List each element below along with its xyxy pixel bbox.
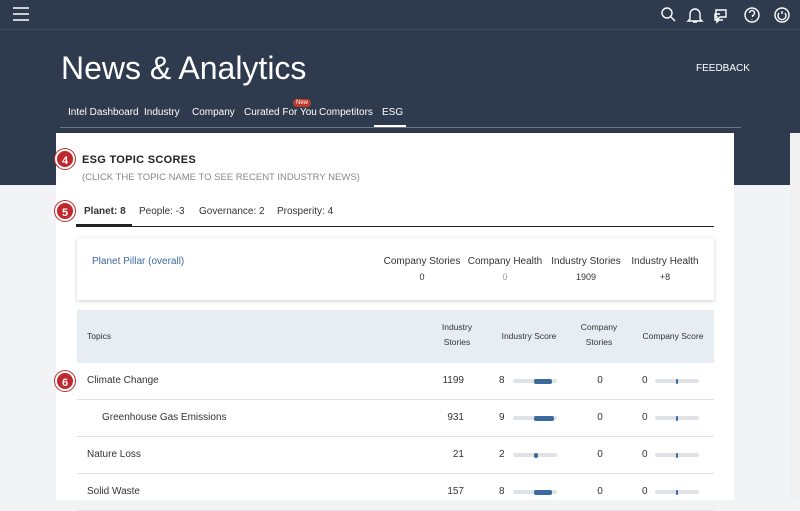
company-stories: 0 — [597, 375, 603, 386]
new-badge: New — [293, 99, 312, 107]
summary-header: Industry Stories — [551, 256, 621, 267]
summary-header: Company Health — [467, 256, 543, 267]
nav-divider — [60, 127, 741, 128]
summary-header: Industry Health — [631, 256, 699, 267]
summary-value: 1909 — [575, 272, 597, 282]
industry-score: 2 — [499, 449, 505, 460]
annotation-badge: 5 — [55, 201, 75, 221]
column-header: Industry Score — [501, 331, 557, 341]
annotation-badge: 6 — [55, 371, 75, 391]
topic-link[interactable]: Greenhouse Gas Emissions — [102, 412, 227, 423]
tab-label: People: — [139, 206, 173, 217]
company-stories: 0 — [597, 412, 603, 423]
column-header: Topics — [87, 331, 112, 341]
tab-score: 4 — [327, 206, 334, 217]
score-bar — [534, 489, 552, 495]
top-bar — [0, 0, 800, 30]
pillar-tab[interactable]: Governance: 2 — [199, 206, 265, 217]
summary-header: Company Stories — [383, 256, 461, 267]
summary-value: 0 — [502, 272, 508, 282]
topic-link[interactable]: Nature Loss — [87, 449, 141, 460]
table-header — [77, 310, 714, 363]
nav-tab[interactable]: Curated For You — [244, 107, 317, 118]
score-bar — [534, 415, 554, 421]
section-subtitle: (CLICK THE TOPIC NAME TO SEE RECENT INDU… — [82, 172, 360, 183]
pillar-tab[interactable]: Prosperity: 4 — [277, 206, 333, 217]
score-bar — [534, 452, 539, 458]
company-stories: 0 — [597, 449, 603, 460]
score-track — [513, 489, 557, 495]
column-header: Company Score — [642, 331, 704, 341]
tab-score: 8 — [120, 206, 126, 217]
tab-label: Planet: — [84, 206, 118, 217]
company-score: 0 — [642, 412, 648, 423]
nav-tab[interactable]: ESG — [382, 107, 404, 118]
score-bar — [676, 415, 678, 421]
pillar-link[interactable]: Planet Pillar (overall) — [92, 256, 185, 267]
feedback-link[interactable]: FEEDBACK — [696, 63, 750, 74]
summary-value: 0 — [419, 272, 425, 282]
score-bar — [676, 378, 678, 384]
topic-link[interactable]: Climate Change — [87, 375, 159, 386]
topic-link[interactable]: Solid Waste — [87, 486, 140, 497]
score-track — [513, 452, 557, 458]
menu-icon[interactable] — [12, 6, 30, 22]
tab-score: -3 — [175, 206, 185, 217]
active-tab-indicator — [374, 125, 406, 127]
row-divider — [77, 436, 714, 437]
industry-stories: 21 — [452, 449, 464, 460]
tab-label: Governance: — [199, 206, 257, 217]
nav-tab[interactable]: Industry — [144, 107, 180, 118]
score-bar — [534, 378, 552, 384]
industry-score: 9 — [499, 412, 505, 423]
company-stories: 0 — [597, 486, 603, 497]
industry-stories: 1199 — [442, 375, 464, 386]
score-track — [655, 415, 699, 421]
company-score: 0 — [642, 375, 648, 386]
tab-score: 2 — [259, 206, 265, 217]
active-tab-indicator — [76, 224, 132, 227]
industry-score: 8 — [499, 375, 505, 386]
nav-tab[interactable]: Intel Dashboard — [68, 107, 139, 118]
row-divider — [77, 399, 714, 400]
company-score: 0 — [642, 449, 648, 460]
summary-panel — [77, 238, 714, 300]
summary-value: +8 — [659, 272, 671, 282]
industry-stories: 157 — [447, 486, 464, 497]
industry-stories: 931 — [447, 412, 464, 423]
column-header: Industry Stories — [441, 322, 473, 347]
toolbar-icons[interactable] — [660, 6, 790, 24]
nav-tab[interactable]: Competitors — [319, 107, 373, 118]
score-bar — [676, 452, 678, 458]
score-track — [513, 415, 557, 421]
score-track — [655, 452, 699, 458]
row-divider — [77, 473, 714, 474]
score-track — [655, 378, 699, 384]
industry-score: 8 — [499, 486, 505, 497]
tab-divider — [76, 226, 714, 227]
score-track — [655, 489, 699, 495]
pillar-tab[interactable]: People: -3 — [139, 206, 185, 217]
page-title: News & Analytics — [61, 50, 307, 86]
tab-label: Prosperity: — [277, 206, 325, 217]
annotation-badge: 4 — [55, 149, 75, 169]
nav-tab[interactable]: Company — [192, 107, 235, 118]
section-title: ESG TOPIC SCORES — [82, 154, 197, 166]
score-track — [513, 378, 557, 384]
scrollbar[interactable] — [790, 133, 800, 500]
column-header: Company Stories — [580, 322, 618, 347]
pillar-tab[interactable]: Planet: 8 — [84, 206, 126, 217]
company-score: 0 — [642, 486, 648, 497]
score-bar — [676, 489, 678, 495]
